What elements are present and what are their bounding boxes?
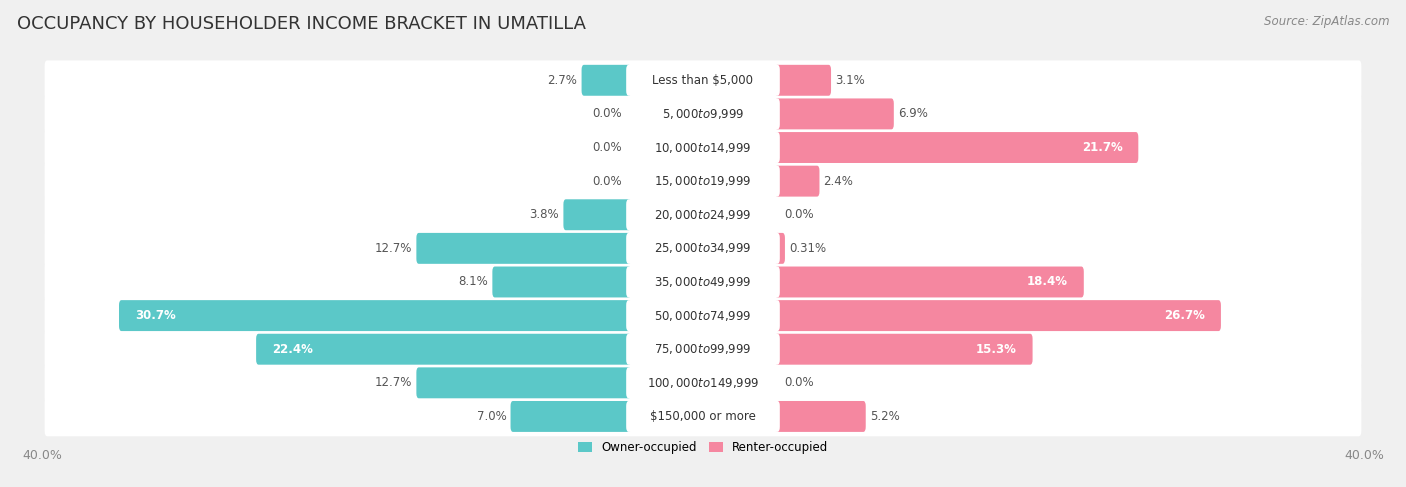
FancyBboxPatch shape	[256, 334, 631, 365]
Text: 0.0%: 0.0%	[785, 376, 814, 389]
Text: 8.1%: 8.1%	[458, 276, 488, 288]
FancyBboxPatch shape	[564, 199, 631, 230]
FancyBboxPatch shape	[582, 65, 631, 96]
FancyBboxPatch shape	[626, 334, 780, 365]
FancyBboxPatch shape	[775, 300, 1220, 331]
Text: $150,000 or more: $150,000 or more	[650, 410, 756, 423]
FancyBboxPatch shape	[775, 334, 1032, 365]
Text: 30.7%: 30.7%	[135, 309, 176, 322]
FancyBboxPatch shape	[775, 98, 894, 130]
FancyBboxPatch shape	[37, 189, 1369, 240]
Text: 2.4%: 2.4%	[824, 175, 853, 187]
Text: 0.0%: 0.0%	[592, 108, 621, 120]
FancyBboxPatch shape	[416, 233, 631, 264]
Text: $20,000 to $24,999: $20,000 to $24,999	[654, 208, 752, 222]
Text: $100,000 to $149,999: $100,000 to $149,999	[647, 376, 759, 390]
FancyBboxPatch shape	[626, 65, 780, 96]
FancyBboxPatch shape	[626, 401, 780, 432]
Text: $75,000 to $99,999: $75,000 to $99,999	[654, 342, 752, 356]
FancyBboxPatch shape	[510, 401, 631, 432]
Text: 5.2%: 5.2%	[870, 410, 900, 423]
Text: Less than $5,000: Less than $5,000	[652, 74, 754, 87]
FancyBboxPatch shape	[775, 401, 866, 432]
FancyBboxPatch shape	[626, 266, 780, 298]
FancyBboxPatch shape	[775, 166, 820, 197]
FancyBboxPatch shape	[120, 300, 631, 331]
FancyBboxPatch shape	[626, 233, 780, 264]
Text: 12.7%: 12.7%	[375, 376, 412, 389]
FancyBboxPatch shape	[45, 396, 1361, 436]
FancyBboxPatch shape	[45, 195, 1361, 235]
FancyBboxPatch shape	[45, 228, 1361, 268]
Text: 3.8%: 3.8%	[530, 208, 560, 221]
FancyBboxPatch shape	[626, 132, 780, 163]
FancyBboxPatch shape	[45, 262, 1361, 302]
Text: $35,000 to $49,999: $35,000 to $49,999	[654, 275, 752, 289]
FancyBboxPatch shape	[775, 65, 831, 96]
Text: 0.0%: 0.0%	[785, 208, 814, 221]
Text: $15,000 to $19,999: $15,000 to $19,999	[654, 174, 752, 188]
Text: 26.7%: 26.7%	[1164, 309, 1205, 322]
Text: 3.1%: 3.1%	[835, 74, 865, 87]
FancyBboxPatch shape	[626, 367, 780, 398]
FancyBboxPatch shape	[37, 357, 1369, 409]
FancyBboxPatch shape	[37, 122, 1369, 173]
Text: 12.7%: 12.7%	[375, 242, 412, 255]
FancyBboxPatch shape	[45, 296, 1361, 336]
FancyBboxPatch shape	[45, 128, 1361, 168]
FancyBboxPatch shape	[37, 88, 1369, 139]
FancyBboxPatch shape	[775, 132, 1139, 163]
FancyBboxPatch shape	[37, 290, 1369, 341]
FancyBboxPatch shape	[45, 329, 1361, 369]
Text: 18.4%: 18.4%	[1028, 276, 1069, 288]
FancyBboxPatch shape	[37, 391, 1369, 442]
FancyBboxPatch shape	[45, 161, 1361, 201]
Text: OCCUPANCY BY HOUSEHOLDER INCOME BRACKET IN UMATILLA: OCCUPANCY BY HOUSEHOLDER INCOME BRACKET …	[17, 15, 586, 33]
Text: 22.4%: 22.4%	[271, 343, 312, 356]
FancyBboxPatch shape	[626, 300, 780, 331]
FancyBboxPatch shape	[37, 324, 1369, 375]
Text: 6.9%: 6.9%	[898, 108, 928, 120]
FancyBboxPatch shape	[37, 55, 1369, 106]
Legend: Owner-occupied, Renter-occupied: Owner-occupied, Renter-occupied	[572, 436, 834, 459]
Text: Source: ZipAtlas.com: Source: ZipAtlas.com	[1264, 15, 1389, 28]
FancyBboxPatch shape	[45, 363, 1361, 403]
Text: 0.31%: 0.31%	[789, 242, 827, 255]
FancyBboxPatch shape	[626, 166, 780, 197]
FancyBboxPatch shape	[775, 233, 785, 264]
FancyBboxPatch shape	[775, 266, 1084, 298]
FancyBboxPatch shape	[626, 199, 780, 230]
FancyBboxPatch shape	[492, 266, 631, 298]
FancyBboxPatch shape	[626, 98, 780, 130]
Text: 7.0%: 7.0%	[477, 410, 506, 423]
Text: $50,000 to $74,999: $50,000 to $74,999	[654, 309, 752, 322]
Text: 2.7%: 2.7%	[547, 74, 578, 87]
FancyBboxPatch shape	[37, 155, 1369, 206]
FancyBboxPatch shape	[37, 223, 1369, 274]
FancyBboxPatch shape	[45, 60, 1361, 100]
Text: $5,000 to $9,999: $5,000 to $9,999	[662, 107, 744, 121]
Text: $10,000 to $14,999: $10,000 to $14,999	[654, 141, 752, 154]
Text: 21.7%: 21.7%	[1081, 141, 1122, 154]
FancyBboxPatch shape	[37, 257, 1369, 307]
Text: 0.0%: 0.0%	[592, 175, 621, 187]
Text: $25,000 to $34,999: $25,000 to $34,999	[654, 242, 752, 255]
Text: 0.0%: 0.0%	[592, 141, 621, 154]
FancyBboxPatch shape	[416, 367, 631, 398]
Text: 15.3%: 15.3%	[976, 343, 1017, 356]
FancyBboxPatch shape	[45, 94, 1361, 134]
